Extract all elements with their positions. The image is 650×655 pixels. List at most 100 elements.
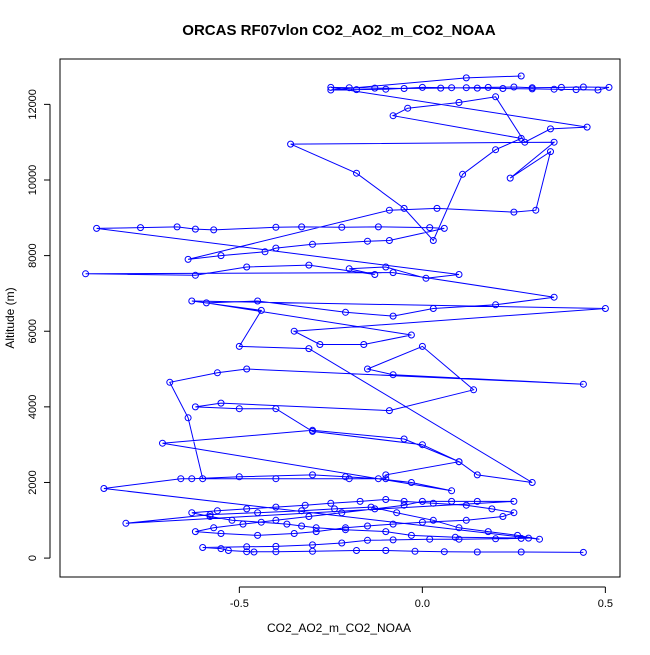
data-point [338,539,346,547]
data-point [364,365,371,373]
data-point [356,497,364,505]
data-point [184,414,192,422]
data-point [166,378,174,386]
data-point [364,536,371,544]
data-point [206,511,214,519]
data-point [191,225,199,233]
data-point [272,475,280,483]
data-point [305,513,313,520]
data-point [298,507,306,515]
data-point [462,501,470,509]
data-point [228,516,236,524]
data-point [342,473,349,481]
data-point [579,83,587,91]
data-point [601,305,609,312]
data-point [451,533,459,541]
data-point [605,83,613,91]
data-point [532,206,540,214]
data-point [272,548,280,556]
data-point [455,535,463,543]
data-point [243,548,251,556]
data-point [492,146,500,154]
data-point [257,306,265,314]
data-point [426,224,434,232]
data-point [422,274,430,282]
data-point [470,386,478,394]
data-point [547,148,554,156]
data-point [433,204,441,212]
data-point [385,237,393,244]
x-tick-label: 0.5 [598,598,613,610]
data-point [137,224,144,232]
data-point [353,169,360,177]
data-point [521,138,529,146]
data-point [429,305,437,312]
plot-frame [59,58,621,578]
data-point [459,170,467,178]
data-point [426,535,434,543]
data-point [517,548,525,556]
data-point [536,535,543,543]
data-point [462,84,470,92]
data-point [342,526,349,534]
data-point [418,83,426,91]
data-point [184,255,192,263]
data-point [364,237,371,245]
data-point [382,85,390,93]
data-point [429,499,437,507]
data-point [235,342,243,350]
data-point [254,297,262,305]
data-point [122,519,130,527]
data-point [382,475,390,483]
data-point [418,497,426,505]
data-point [316,341,324,348]
data-point [345,84,353,92]
data-point [272,542,280,550]
data-point [305,345,313,353]
y-axis: 0 2000 4000 6000 8000 10000 12000 [27,89,51,561]
data-point [309,471,316,479]
data-point [239,520,247,528]
x-tick-label: -0.5 [230,598,249,610]
data-point [488,505,496,513]
data-point [290,530,298,537]
data-point [455,524,463,532]
data-point [202,299,210,307]
data-point [389,520,397,528]
data-point [312,528,320,536]
data-point [213,507,221,515]
data-point [272,503,280,511]
data-point [82,270,90,278]
data-point [448,487,456,495]
data-point [473,84,481,92]
y-axis-label: Altitude (m) [3,287,17,348]
data-point [393,509,401,517]
data-point [374,475,382,483]
data-point [499,513,507,520]
data-point [243,543,251,551]
data-point [345,265,353,273]
data-point [389,112,397,120]
data-point [272,223,280,231]
data-point [272,516,280,524]
data-point [272,405,280,413]
data-point [173,223,181,231]
data-point [235,473,243,481]
data-point [210,226,218,234]
data-point [517,72,525,80]
data-point [429,237,437,244]
data-point [188,509,196,517]
data-point [298,522,306,530]
y-tick-label: 0 [27,555,39,561]
data-point [514,531,521,539]
data-point [342,308,349,316]
data-point [462,74,470,82]
data-point [492,93,500,101]
data-point [345,475,353,483]
data-point [191,528,199,536]
data-point [407,531,415,539]
data-point [360,341,368,348]
data-point [557,83,565,91]
